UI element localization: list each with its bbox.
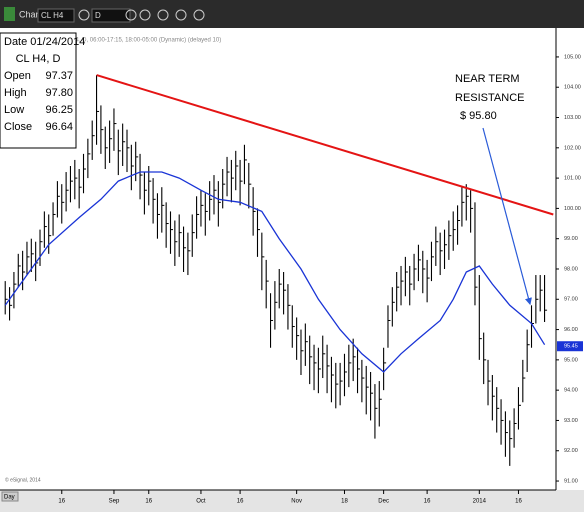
info-label: Low: [4, 104, 24, 116]
y-tick-label: 98.00: [564, 266, 578, 272]
y-tick-label: 95.00: [564, 357, 578, 363]
info-symbol: CL H4, D: [16, 53, 61, 65]
copyright: © eSignal, 2014: [5, 476, 41, 483]
symbol-box[interactable]: [37, 8, 75, 23]
y-tick-label: 97.00: [564, 297, 578, 303]
x-tick-label: 18: [341, 499, 348, 505]
toolbar-title: Chart: [19, 9, 42, 19]
annotation: RESISTANCE: [455, 92, 524, 104]
x-tick-label: 16: [145, 499, 152, 505]
icon[interactable]: [157, 9, 169, 21]
y-tick-label: 92.00: [564, 448, 578, 454]
trendline: [96, 74, 554, 216]
y-tick-label: 103.00: [564, 115, 581, 121]
x-tick-label: Dec: [378, 499, 389, 505]
x-tick-label: 16: [58, 499, 65, 505]
chart-subtitle: CL H4, D, 06:00-17:15, 18:00-05:00 (Dyna…: [62, 38, 221, 44]
icon[interactable]: [193, 9, 205, 21]
period[interactable]: Day: [4, 495, 15, 501]
x-tick-label: 16: [424, 499, 431, 505]
info-value: 96.25: [45, 104, 73, 116]
y-tick-label: 101.00: [564, 176, 581, 182]
symbol[interactable]: CL H4: [41, 11, 64, 20]
info-label: Close: [4, 121, 32, 133]
info-value: 96.64: [45, 121, 73, 133]
info-label: High: [4, 87, 27, 99]
annotation-arrow: [482, 127, 532, 306]
moving-average: [4, 171, 546, 373]
search-icon[interactable]: [78, 9, 90, 21]
y-tick-label: 91.00: [564, 478, 578, 484]
last-value-box: [557, 341, 583, 352]
y-tick-label: 99.00: [564, 236, 578, 242]
x-tick-label: Nov: [291, 499, 302, 505]
info-box: Date 01/24/2014 CL H4, D Open 97.37 High 97…: [0, 32, 85, 149]
info-value: 97.37: [45, 70, 73, 82]
x-tick-label: 2014: [473, 499, 487, 505]
icon[interactable]: [125, 9, 137, 21]
annotation: NEAR TERM: [455, 73, 520, 85]
x-tick-label: Oct: [196, 499, 206, 505]
interval[interactable]: D: [95, 11, 101, 20]
toolbar-icons: [125, 9, 205, 21]
plot-bg: [0, 28, 584, 490]
y-tick-label: 102.00: [564, 145, 581, 151]
toolbar: [0, 0, 584, 28]
y-tick-label: 100.00: [564, 206, 581, 212]
icon[interactable]: [175, 9, 187, 21]
info-label: Open: [4, 70, 31, 82]
y-tick-label: 104.00: [564, 85, 581, 91]
x-tick-label: Sep: [109, 499, 120, 505]
chart-icon: [4, 7, 15, 21]
info-box-frame: [0, 32, 77, 149]
y-tick-label: 93.00: [564, 418, 578, 424]
y-tick-label: 96.00: [564, 327, 578, 333]
x-axis-bar: [0, 490, 584, 512]
x-tick-label: 16: [237, 499, 244, 505]
y-tick-label: 105.00: [564, 54, 581, 60]
y-tick-label: 94.00: [564, 388, 578, 394]
last-value-label: 95.45: [564, 344, 578, 350]
info-value: 97.80: [45, 87, 73, 99]
info-date: Date 01/24/2014: [4, 36, 85, 48]
icon[interactable]: [139, 9, 151, 21]
annotation: $ 95.80: [460, 110, 497, 122]
period-button[interactable]: [1, 491, 19, 502]
x-tick-label: 16: [515, 499, 522, 505]
interval-box[interactable]: [91, 8, 131, 23]
